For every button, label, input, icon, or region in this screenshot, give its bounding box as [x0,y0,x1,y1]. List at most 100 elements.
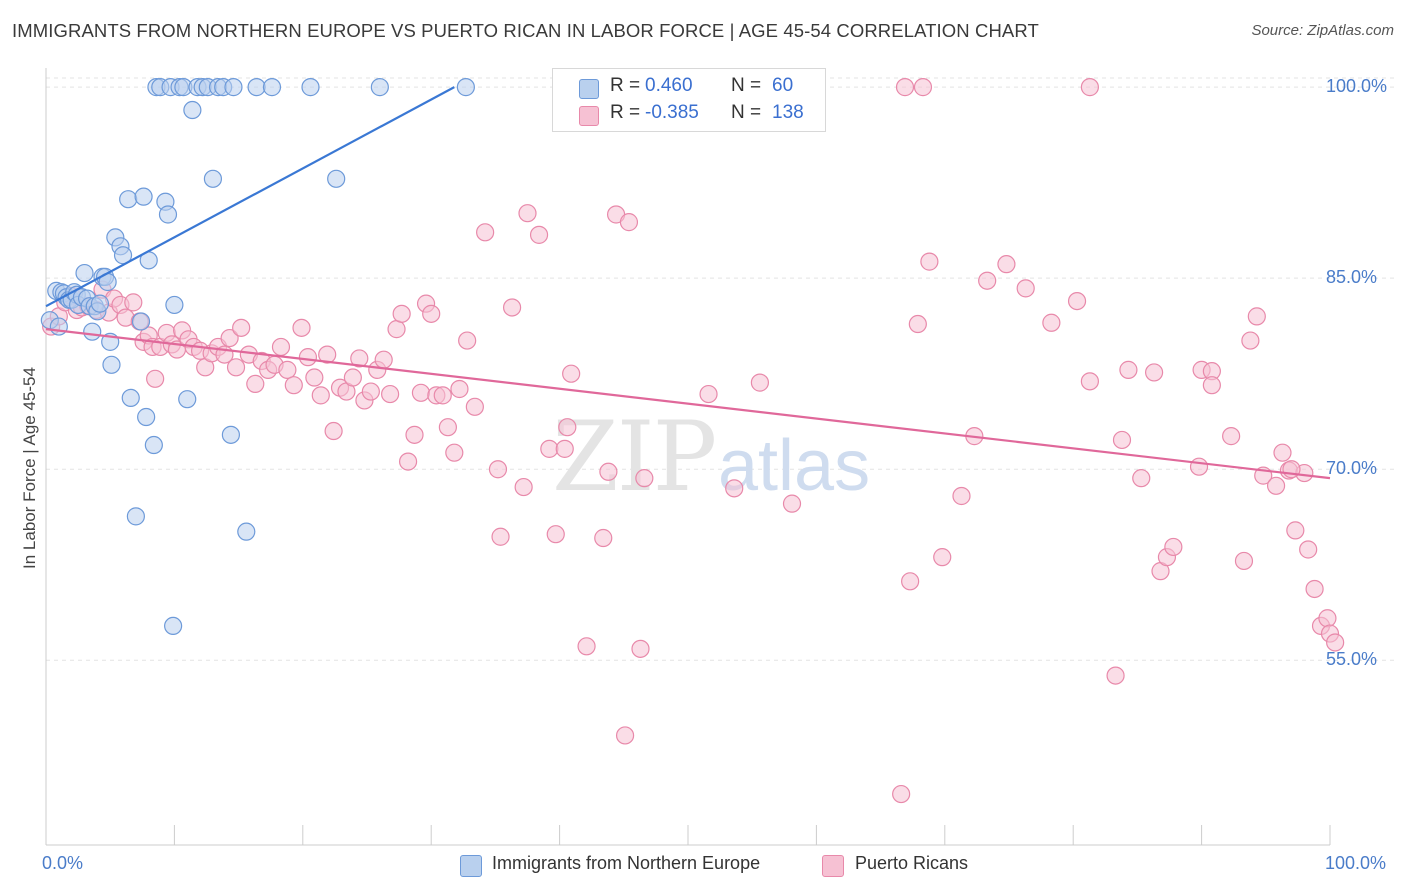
legend-r-value: 0.460 [645,75,693,96]
legend-row-northern-europe: R = 0.460 N = 60 [553,75,825,101]
puerto-rican-point [438,418,457,437]
puerto-rican-point [398,452,418,471]
puerto-rican-point [594,528,613,548]
puerto-rican-point [913,78,933,97]
puerto-rican-point [1234,551,1254,571]
northern-europe-point [183,100,202,120]
trend-lines [45,86,1331,480]
puerto-rican-point [920,252,939,271]
puerto-rican-point [725,479,744,498]
puerto-rican-point [246,374,265,393]
legend-r-value: -0.385 [645,102,699,123]
puerto-rican-point [361,382,380,401]
puerto-rican-point [374,350,393,369]
northern-europe-point [83,322,102,341]
puerto-rican-point [220,328,239,348]
puerto-rican-point [933,548,952,567]
puerto-rican-point [1241,331,1260,350]
puerto-rican-point [1189,457,1209,476]
puerto-rican-point [1106,666,1125,685]
puerto-rican-point [445,443,464,462]
northern-europe-point [134,187,153,206]
northern-europe-point [121,388,140,408]
northern-europe-point [224,78,243,97]
northern-europe-point [370,78,389,97]
bottom-legend-swatch-blue [460,855,482,877]
puerto-rican-point [450,379,469,399]
northern-europe-trend-line [45,86,455,308]
puerto-rican-point [1042,313,1061,332]
puerto-rican-point [1247,307,1266,326]
northern-europe-point [75,263,94,283]
puerto-rican-point [750,373,770,392]
puerto-rican-point [292,318,311,337]
puerto-rican-point [433,386,452,405]
puerto-ricans-points [42,78,1345,804]
puerto-rican-point [518,204,537,223]
puerto-rican-point [895,78,915,97]
chart-source: Source: ZipAtlas.com [1251,22,1394,39]
puerto-rican-point [514,477,533,497]
northern-europe-point [144,435,163,455]
northern-europe-point [247,78,266,97]
northern-europe-point [90,294,110,313]
bottom-legend-swatch-pink [822,855,844,877]
puerto-rican-trend-line [45,328,1331,480]
gridlines [46,77,1394,661]
legend-r-label: R = [610,75,641,96]
puerto-rican-point [1326,633,1345,652]
puerto-rican-point [529,225,549,244]
chart-title: IMMIGRANTS FROM NORTHERN EUROPE VS PUERT… [12,20,1039,41]
northern-europe-point [221,425,240,444]
y-axis-title: In Labor Force | Age 45-54 [20,367,39,569]
puerto-rican-point [1132,469,1151,488]
puerto-rican-point [577,637,596,656]
puerto-rican-point [558,418,577,437]
puerto-rican-point [631,639,650,658]
puerto-rican-point [324,421,343,441]
watermark-atlas: atlas [718,426,870,506]
legend-r-label: R = [610,102,641,123]
puerto-rican-point [298,348,318,367]
legend-n-value: 138 [772,102,804,123]
bottom-legend-label: Puerto Ricans [855,853,969,873]
puerto-rican-point [952,486,971,506]
puerto-rican-point [488,460,508,479]
puerto-rican-point [540,439,559,458]
watermark-zip: ZIP [552,401,715,513]
northern-europe-point [237,522,256,541]
y-tick-label: 85.0% [1326,267,1378,288]
puerto-rican-point [1112,430,1132,450]
northern-europe-point [327,169,346,188]
x-tick-label-max: 100.0% [1325,853,1387,873]
northern-europe-point [137,407,156,427]
stats-legend: R = 0.460 N = 60 R = -0.385 N = 138 [552,68,826,132]
puerto-rican-point [1266,476,1286,495]
northern-europe-point [456,78,475,97]
puerto-rican-point [146,369,165,388]
puerto-rican-point [381,384,400,404]
y-tick-label: 100.0% [1326,76,1388,97]
puerto-rican-point [1067,292,1087,311]
puerto-rican-point [311,386,330,405]
puerto-rican-point [1164,537,1183,557]
northern-europe-point [102,355,121,374]
legend-n-label: N = [731,102,762,123]
y-tick-label: 70.0% [1326,458,1378,479]
puerto-rican-point [1202,376,1221,395]
northern-europe-point [131,312,151,331]
puerto-rican-point [411,383,431,402]
northern-europe-point [164,616,183,636]
puerto-rican-point [465,397,484,416]
puerto-rican-point [1144,363,1164,382]
puerto-rican-point [476,223,495,242]
puerto-rican-point [562,364,581,383]
puerto-rican-point [1273,443,1292,462]
puerto-rican-point [1299,540,1318,559]
northern-europe-point [126,507,145,526]
legend-n-value: 60 [772,75,794,96]
northern-europe-points [40,78,475,636]
puerto-rican-point [422,304,441,323]
puerto-rican-point [318,345,337,364]
